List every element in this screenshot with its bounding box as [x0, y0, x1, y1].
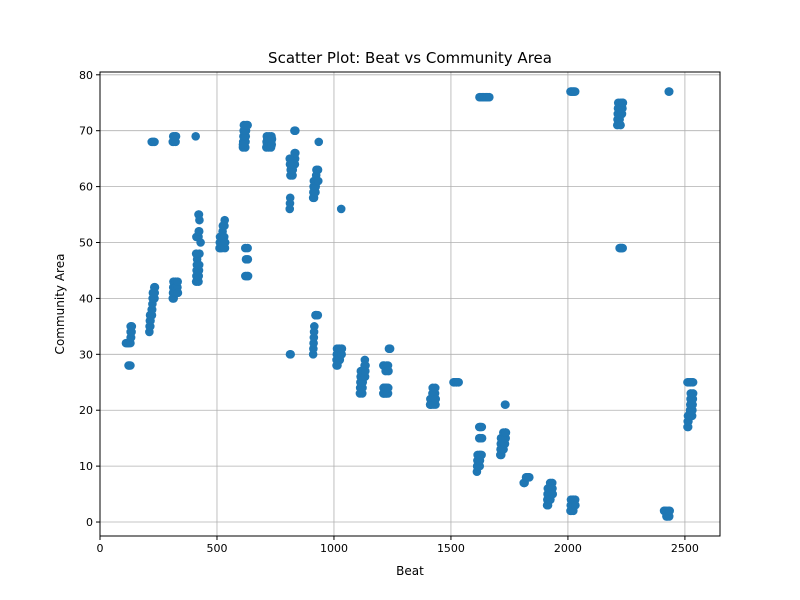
scatter-point [430, 383, 440, 393]
scatter-point [477, 450, 486, 460]
scatter-point [285, 193, 295, 203]
scatter-point [384, 366, 393, 376]
x-axis-ticks: 0 500 1000 1500 2000 2500 [97, 536, 699, 555]
scatter-point [191, 131, 200, 141]
scatter-point [336, 204, 346, 214]
scatter-point [267, 134, 277, 144]
x-tick-label: 0 [97, 542, 104, 555]
scatter-point [618, 243, 627, 253]
y-tick-label: 10 [79, 460, 93, 473]
y-tick-label: 80 [79, 69, 93, 82]
scatter-point [313, 176, 323, 186]
scatter-point [291, 148, 300, 158]
plot-area-frame [99, 71, 721, 537]
scatter-point [243, 243, 252, 253]
scatter-point [220, 215, 230, 225]
scatter-point [150, 282, 160, 292]
scatter-point [383, 383, 393, 393]
x-tick-label: 1000 [320, 542, 348, 555]
scatter-point [243, 120, 252, 130]
scatter-point [485, 92, 494, 102]
scatter-point [173, 277, 182, 286]
x-tick-label: 500 [206, 542, 227, 555]
y-tick-label: 40 [79, 292, 93, 305]
scatter-point [286, 350, 295, 359]
scatter-point [171, 131, 181, 141]
scatter-point [665, 506, 674, 516]
y-tick-label: 0 [86, 516, 93, 529]
y-axis-ticks: 0 10 20 30 40 50 60 70 80 [79, 69, 100, 529]
scatter-point [220, 238, 230, 247]
scatter-point [501, 428, 511, 437]
y-tick-label: 70 [79, 125, 93, 138]
scatter-point [313, 165, 323, 175]
scatter-point [361, 361, 370, 370]
scatter-point [196, 238, 205, 247]
scatter-point [126, 361, 135, 370]
scatter-point [525, 473, 534, 482]
scatter-point [333, 361, 342, 370]
scatter-point [150, 137, 159, 147]
scatter-point [548, 489, 558, 499]
scatter-point [238, 140, 248, 149]
scatter-point [571, 500, 580, 510]
scatter-point [243, 254, 253, 264]
scatter-point [310, 322, 319, 331]
scatter-point [454, 377, 463, 387]
scatter-point [385, 344, 395, 354]
y-tick-label: 60 [79, 181, 93, 194]
scatter-point [688, 377, 698, 387]
scatter-point [337, 344, 347, 354]
chart-title: Scatter Plot: Beat vs Community Area [268, 49, 552, 67]
scatter-point [570, 87, 580, 96]
scatter-point [664, 87, 674, 96]
x-tick-label: 2000 [554, 542, 582, 555]
scatter-point [285, 159, 295, 169]
scatter-point [431, 394, 441, 404]
x-tick-label: 1500 [437, 542, 465, 555]
scatter-point [195, 215, 204, 225]
scatter-point [127, 322, 137, 331]
x-axis-label: Beat [396, 564, 424, 578]
scatter-point [313, 310, 323, 320]
y-tick-label: 30 [79, 348, 93, 361]
scatter-point [314, 137, 324, 147]
y-tick-label: 20 [79, 404, 93, 417]
scatter-point [243, 271, 253, 281]
scatter-point [688, 389, 698, 398]
scatter-point [477, 433, 487, 443]
scatter-point [173, 288, 183, 298]
scatter-point [477, 422, 487, 432]
scatter-point [618, 98, 628, 108]
data-points [121, 87, 698, 521]
scatter-point [191, 249, 201, 258]
x-tick-label: 2500 [671, 542, 699, 555]
scatter-point [194, 227, 204, 236]
scatter-point [501, 400, 510, 409]
y-axis-label: Community Area [53, 254, 67, 355]
y-tick-label: 50 [79, 237, 93, 250]
scatter-point [616, 120, 625, 130]
scatter-point [194, 260, 204, 270]
scatter-point [291, 126, 300, 135]
